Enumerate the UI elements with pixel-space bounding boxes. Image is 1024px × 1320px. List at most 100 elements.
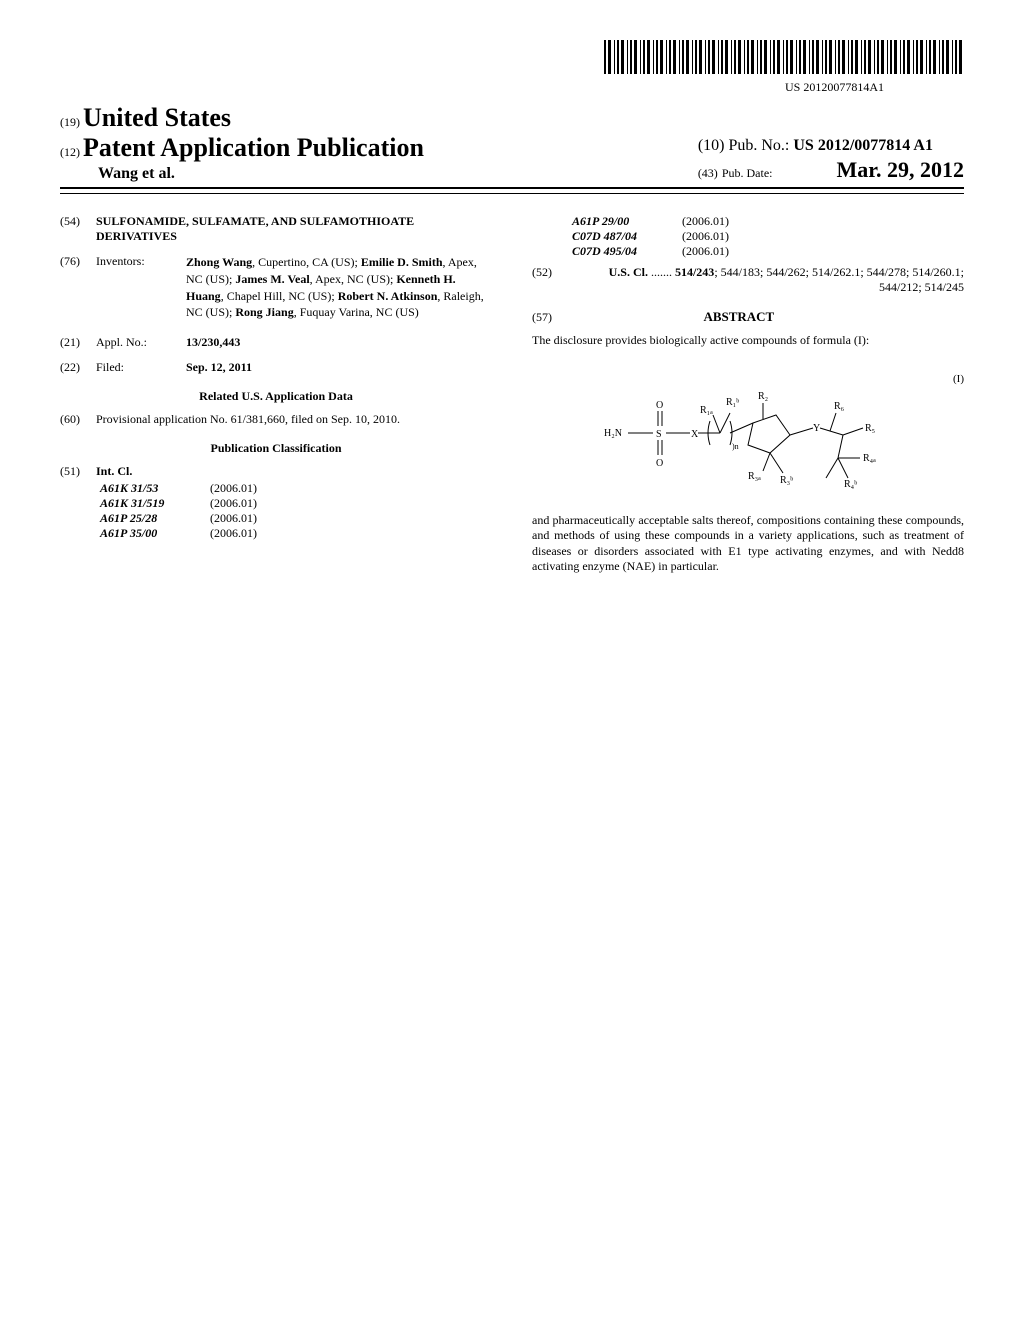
- pub-no-line: (10) Pub. No.: US 2012/0077814 A1: [698, 137, 964, 155]
- label-r5: R₅: [865, 423, 875, 434]
- int-cl-code: C07D 495/04: [572, 244, 682, 259]
- left-column: (54) SULFONAMIDE, SULFAMATE, AND SULFAMO…: [60, 214, 492, 575]
- int-cl-row: C07D 495/04(2006.01): [572, 244, 964, 259]
- int-cl-year: (2006.01): [210, 526, 257, 541]
- int-cl-row: A61P 29/00(2006.01): [572, 214, 964, 229]
- int-cl-code: A61P 29/00: [572, 214, 682, 229]
- related-heading: Related U.S. Application Data: [60, 389, 492, 404]
- pub-no: US 2012/0077814 A1: [793, 137, 933, 154]
- int-cl-row: A61P 25/28(2006.01): [100, 511, 492, 526]
- barcode: [604, 40, 964, 74]
- us-cl-lead: 514/243: [675, 265, 714, 279]
- provisional-text: Provisional application No. 61/381,660, …: [96, 412, 492, 427]
- label-r3a: R₃ₐ: [748, 471, 761, 482]
- filed-field: (22) Filed: Sep. 12, 2011: [60, 360, 492, 375]
- abstract-block: (57) ABSTRACT The disclosure provides bi…: [532, 309, 964, 575]
- int-cl-list: A61K 31/53(2006.01) A61K 31/519(2006.01)…: [60, 481, 492, 541]
- us-cl-label: U.S. Cl.: [609, 265, 648, 279]
- int-cl-year: (2006.01): [210, 511, 257, 526]
- appl-no-label: Appl. No.:: [96, 335, 186, 350]
- int-cl-code: A61K 31/519: [100, 496, 210, 511]
- author-line: Wang et al.: [60, 165, 424, 183]
- authority-line: (19) United States: [60, 103, 424, 133]
- int-cl-year: (2006.01): [210, 496, 257, 511]
- us-cl-value: U.S. Cl. ....... 514/243; 544/183; 544/2…: [568, 265, 964, 295]
- title-field: (54) SULFONAMIDE, SULFAMATE, AND SULFAMO…: [60, 214, 492, 244]
- label-r3b: R₃ᵇ: [780, 475, 793, 486]
- pub-date-label: Pub. Date:: [722, 166, 773, 180]
- us-cl-rest: ; 544/183; 544/262; 514/262.1; 544/278; …: [714, 265, 964, 294]
- label-r4b: R₄ᵇ: [844, 479, 857, 490]
- inventors-num: (76): [60, 254, 96, 269]
- pub-type-line: (12) Patent Application Publication: [60, 133, 424, 163]
- title-num: (54): [60, 214, 96, 229]
- authority-num: (19): [60, 115, 80, 129]
- provisional-num: (60): [60, 412, 96, 427]
- us-cl-field: (52) U.S. Cl. ....... 514/243; 544/183; …: [532, 265, 964, 295]
- formula-diagram: H₂N S O O X R₁ₐ R₁ᵇ )n R₂ Y R₆ R₅ R₃ₐ R₃…: [598, 373, 898, 493]
- pub-date-num: (43): [698, 166, 718, 180]
- pub-type-num: (12): [60, 145, 80, 159]
- invention-title: SULFONAMIDE, SULFAMATE, AND SULFAMOTHIOA…: [96, 214, 492, 244]
- int-cl-row: C07D 487/04(2006.01): [572, 229, 964, 244]
- int-cl-code: A61P 35/00: [100, 526, 210, 541]
- int-cl-row: A61K 31/519(2006.01): [100, 496, 492, 511]
- int-cl-year: (2006.01): [682, 229, 729, 244]
- inventors-label: Inventors:: [96, 254, 186, 269]
- classification-heading: Publication Classification: [60, 441, 492, 456]
- filed-label: Filed:: [96, 360, 186, 375]
- int-cl-code: A61P 25/28: [100, 511, 210, 526]
- int-cl-field: (51) Int. Cl.: [60, 464, 492, 479]
- abstract-intro: The disclosure provides biologically act…: [532, 333, 964, 349]
- label-r6: R₆: [834, 401, 845, 412]
- pub-date-line: (43) Pub. Date: Mar. 29, 2012: [698, 157, 964, 183]
- authority: United States: [83, 103, 231, 132]
- int-cl-label: Int. Cl.: [96, 464, 492, 479]
- label-r4a: R₄ₐ: [863, 453, 876, 464]
- inventors-list: Zhong Wang, Cupertino, CA (US); Emilie D…: [186, 254, 492, 321]
- pub-no-num: (10): [698, 137, 725, 154]
- appl-no-num: (21): [60, 335, 96, 350]
- abstract-heading: ABSTRACT: [555, 309, 922, 325]
- int-cl-year: (2006.01): [682, 244, 729, 259]
- label-r1a: R₁ₐ: [700, 405, 713, 416]
- header-left: (19) United States (12) Patent Applicati…: [60, 103, 424, 183]
- int-cl-year: (2006.01): [210, 481, 257, 496]
- label-o-bot: O: [656, 458, 663, 469]
- filed-date: Sep. 12, 2011: [186, 360, 492, 375]
- int-cl-code: A61K 31/53: [100, 481, 210, 496]
- int-cl-row: A61P 35/00(2006.01): [100, 526, 492, 541]
- formula-marker: (I): [953, 373, 964, 385]
- right-column: A61P 29/00(2006.01) C07D 487/04(2006.01)…: [532, 214, 964, 575]
- barcode-number: US 20120077814A1: [60, 80, 884, 95]
- int-cl-code: C07D 487/04: [572, 229, 682, 244]
- int-cl-year: (2006.01): [682, 214, 729, 229]
- chemical-formula: (I): [532, 373, 964, 493]
- abstract-num: (57): [532, 310, 552, 324]
- int-cl-list-extra: A61P 29/00(2006.01) C07D 487/04(2006.01)…: [532, 214, 964, 259]
- abstract-header-line: (57) ABSTRACT: [532, 309, 964, 333]
- pub-no-label: Pub. No.:: [728, 137, 789, 154]
- us-cl-num: (52): [532, 265, 568, 280]
- abstract-body: and pharmaceutically acceptable salts th…: [532, 513, 964, 575]
- label-y: Y: [813, 423, 820, 434]
- label-o-top: O: [656, 400, 663, 411]
- appl-no-field: (21) Appl. No.: 13/230,443: [60, 335, 492, 350]
- label-n: )n: [732, 442, 739, 451]
- header-divider: [60, 193, 964, 194]
- int-cl-row: A61K 31/53(2006.01): [100, 481, 492, 496]
- label-h2n: H₂N: [604, 428, 622, 439]
- pub-date: Mar. 29, 2012: [836, 157, 964, 182]
- pub-type: Patent Application Publication: [83, 133, 424, 162]
- barcode-section: US 20120077814A1: [60, 40, 964, 95]
- label-r1b: R₁ᵇ: [726, 397, 739, 408]
- filed-num: (22): [60, 360, 96, 375]
- label-x: X: [691, 429, 699, 440]
- us-cl-dots: .......: [651, 265, 672, 279]
- inventors-field: (76) Inventors: Zhong Wang, Cupertino, C…: [60, 254, 492, 321]
- label-r2: R₂: [758, 391, 768, 402]
- header-right: (10) Pub. No.: US 2012/0077814 A1 (43) P…: [698, 137, 964, 183]
- header-row: (19) United States (12) Patent Applicati…: [60, 103, 964, 189]
- label-s: S: [656, 429, 662, 440]
- provisional-field: (60) Provisional application No. 61/381,…: [60, 412, 492, 427]
